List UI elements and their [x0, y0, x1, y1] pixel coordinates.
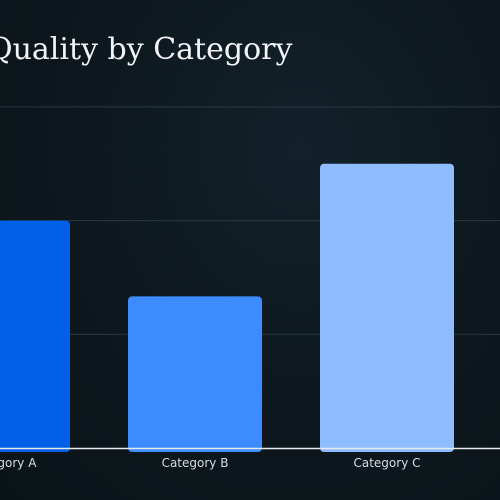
chart-title: Quality by Category: [0, 32, 293, 67]
bar-category-a: [0, 220, 70, 452]
bar-category-c: [320, 163, 454, 452]
x-tick-label-category-c: Category C: [353, 456, 420, 470]
bars: [0, 163, 454, 452]
x-tick-label-category-a: Category A: [0, 456, 37, 470]
bar-category-b: [128, 296, 262, 452]
x-tick-label-category-b: Category B: [162, 456, 229, 470]
x-tick-labels: Category A Category B Category C: [0, 456, 421, 470]
